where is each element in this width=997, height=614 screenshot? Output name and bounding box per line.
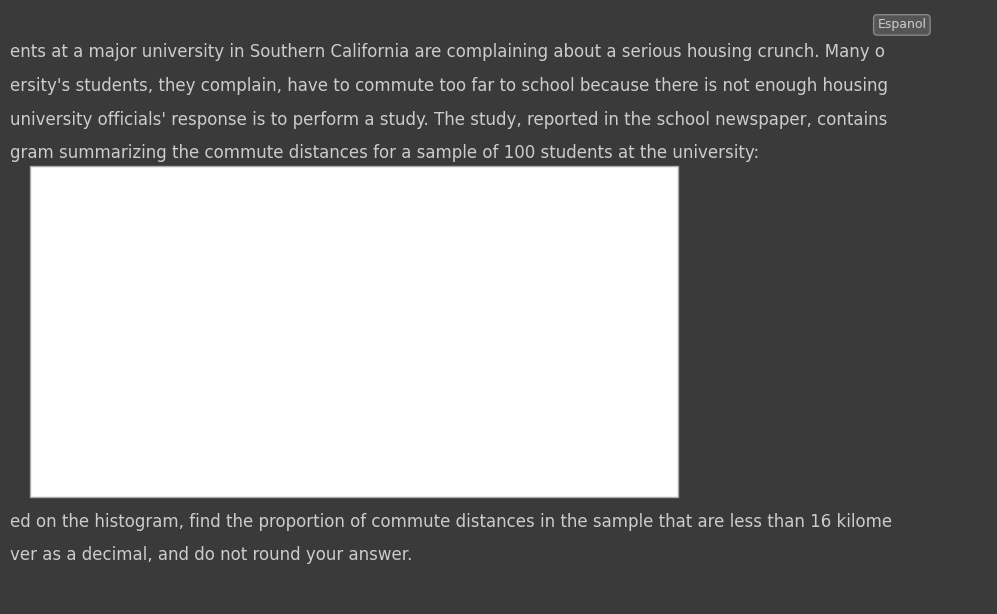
Text: ents at a major university in Southern California are complaining about a seriou: ents at a major university in Southern C…: [10, 43, 885, 61]
Text: university officials' response is to perform a study. The study, reported in the: university officials' response is to per…: [10, 111, 887, 128]
Text: 27: 27: [226, 231, 242, 244]
Text: 25: 25: [144, 246, 160, 259]
Text: 5: 5: [561, 395, 569, 408]
Bar: [275, 314, 358, 448]
Bar: [441, 359, 523, 448]
Bar: [110, 262, 192, 448]
Text: ed on the histogram, find the proportion of commute distances in the sample that: ed on the histogram, find the proportion…: [10, 513, 892, 530]
Bar: [358, 351, 441, 448]
Bar: [523, 411, 606, 448]
Text: Frequency: Frequency: [29, 185, 93, 198]
Text: 12: 12: [475, 343, 491, 356]
Text: ersity's students, they complain, have to commute too far to school because ther: ersity's students, they complain, have t…: [10, 77, 888, 95]
Bar: [192, 247, 275, 448]
X-axis label: Commute distance (in kilometers): Commute distance (in kilometers): [267, 476, 481, 489]
Text: 13: 13: [392, 335, 408, 349]
Text: ver as a decimal, and do not round your answer.: ver as a decimal, and do not round your …: [10, 546, 413, 564]
Text: 18: 18: [309, 298, 325, 311]
Text: Espanol: Espanol: [877, 18, 926, 31]
Text: gram summarizing the commute distances for a sample of 100 students at the unive: gram summarizing the commute distances f…: [10, 144, 760, 162]
